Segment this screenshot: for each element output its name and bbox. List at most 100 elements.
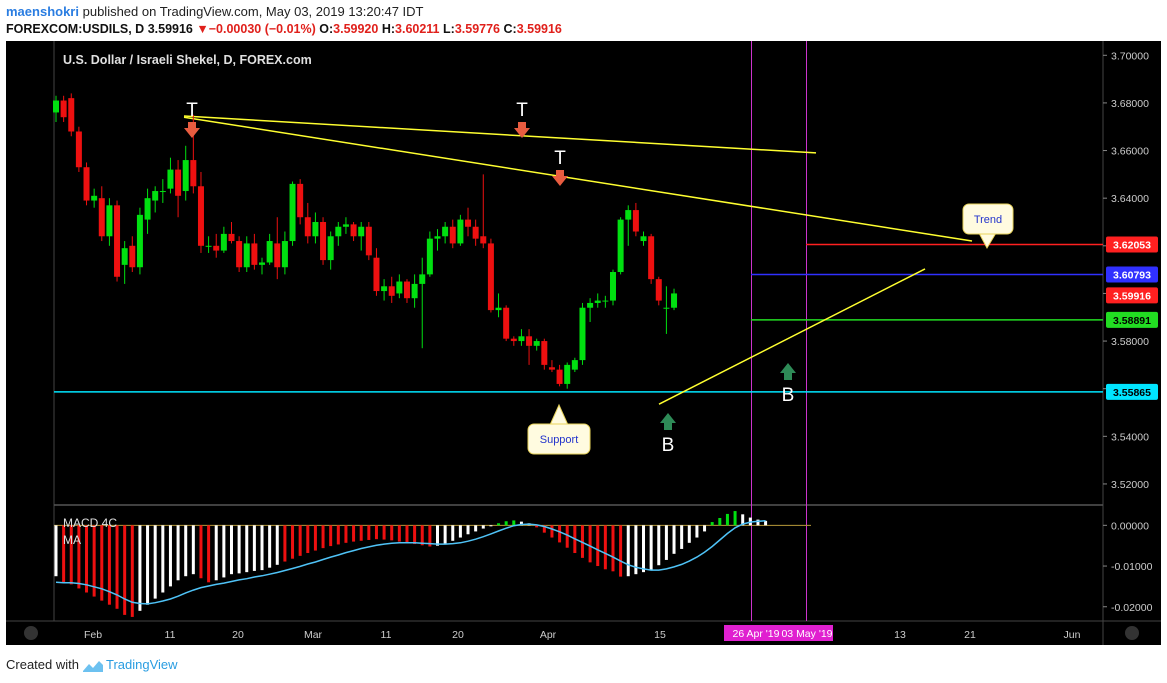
candle-body xyxy=(655,279,662,301)
macd-histogram-bar xyxy=(146,525,150,605)
macd-histogram-bar xyxy=(321,525,325,549)
macd-histogram-bar xyxy=(77,525,81,589)
candle-body xyxy=(556,369,563,384)
macd-histogram-bar xyxy=(428,525,432,547)
support-callout-box xyxy=(527,423,591,455)
macd-histogram-bar xyxy=(413,525,417,545)
upper-trend-line xyxy=(183,115,817,154)
candle-body xyxy=(121,248,128,265)
candle-body xyxy=(304,217,311,237)
change-arrow-icon: ▼ xyxy=(196,22,209,36)
symbol-name: FOREXCOM:USDILS, D xyxy=(6,22,145,36)
macd-histogram-bar xyxy=(405,525,409,543)
candle-body xyxy=(220,233,227,251)
footer: Created with TradingView xyxy=(6,657,178,673)
candle-body xyxy=(259,262,266,265)
macd-histogram-bar xyxy=(214,525,218,581)
macd-histogram-bar xyxy=(710,522,714,526)
macd-histogram-bar xyxy=(725,513,729,526)
date-highlight-label: 03 May '19 xyxy=(781,628,832,640)
top-marker-label: T xyxy=(186,100,198,121)
candle-body xyxy=(381,286,388,292)
time-tick-label: Jun xyxy=(1064,629,1081,641)
macd-histogram-bar xyxy=(344,525,348,543)
candle-body xyxy=(510,338,517,342)
macd-histogram-bar xyxy=(123,525,127,615)
macd-histogram-bar xyxy=(481,525,485,529)
macd-histogram-bar xyxy=(550,525,554,538)
macd-histogram-bar xyxy=(62,525,66,583)
macd-histogram-bar xyxy=(542,525,546,533)
candle-body xyxy=(358,226,365,237)
macd-histogram-bar xyxy=(458,525,462,538)
macd-tick-label: 0.00000 xyxy=(1111,520,1149,532)
macd-histogram-bar xyxy=(85,525,89,593)
close-value: 3.59916 xyxy=(516,22,562,36)
candle-body xyxy=(518,336,525,342)
macd-histogram-bar xyxy=(596,525,600,567)
macd-histogram-bar xyxy=(695,525,699,538)
macd-histogram-bar xyxy=(756,519,760,526)
price-tick-label: 3.64000 xyxy=(1111,193,1149,205)
candle-body xyxy=(190,160,197,187)
macd-histogram-bar xyxy=(634,525,638,575)
date-highlight-label: 26 Apr '19 xyxy=(733,628,780,640)
macd-histogram-bar xyxy=(374,525,378,540)
candle-body xyxy=(152,191,159,201)
time-tick-label: Feb xyxy=(84,629,102,641)
top-marker-label: T xyxy=(554,148,566,169)
candle-body xyxy=(503,307,510,339)
macd-histogram-bar xyxy=(245,525,249,573)
last-price: 3.59916 xyxy=(147,22,193,36)
macd-histogram-bar xyxy=(252,525,256,571)
price-chart-svg[interactable]: U.S. Dollar / Israeli Shekel, D, FOREX.c… xyxy=(6,41,1161,645)
macd-histogram-bar xyxy=(229,525,233,575)
candle-body xyxy=(197,186,204,246)
price-level-tag xyxy=(1106,383,1158,400)
candle-body xyxy=(75,131,82,168)
macd-histogram-bar xyxy=(390,525,394,541)
candle-body xyxy=(114,205,121,277)
candle-body xyxy=(587,302,594,308)
macd-histogram-bar xyxy=(741,514,745,526)
macd-histogram-bar xyxy=(268,525,272,568)
macd-histogram-bar xyxy=(168,525,172,587)
candle-body xyxy=(602,300,609,302)
tradingview-brand[interactable]: TradingView xyxy=(105,657,178,672)
chart-area[interactable]: U.S. Dollar / Israeli Shekel, D, FOREX.c… xyxy=(6,41,1161,645)
time-tick-label: 20 xyxy=(232,629,244,641)
candle-body xyxy=(182,160,189,192)
price-level-tag xyxy=(1106,311,1158,328)
candle-body xyxy=(564,364,571,384)
candle-body xyxy=(205,245,212,247)
price-level-tag xyxy=(1106,266,1158,283)
candle-body xyxy=(533,341,540,346)
macd-histogram-bar xyxy=(672,525,676,554)
support-callout-label: Support xyxy=(540,434,579,446)
candle-body xyxy=(251,243,258,265)
macd-histogram-bar xyxy=(352,525,356,542)
macd-histogram-bar xyxy=(69,525,73,585)
candle-body xyxy=(495,307,502,311)
macd-histogram-bar xyxy=(291,525,295,559)
macd-histogram-bar xyxy=(298,525,302,556)
candle-body xyxy=(144,198,151,220)
macd-histogram-bar xyxy=(558,525,562,543)
price-tick-label: 3.54000 xyxy=(1111,431,1149,443)
macd-histogram-bar xyxy=(436,525,439,546)
macd-histogram-bar xyxy=(420,525,424,546)
macd-histogram-bar xyxy=(130,525,134,617)
macd-histogram-bar xyxy=(237,525,241,574)
candle-body xyxy=(274,243,281,268)
candle-body xyxy=(213,245,220,251)
price-tick-label: 3.68000 xyxy=(1111,98,1149,110)
macd-histogram-bar xyxy=(107,525,111,605)
macd-histogram-bar xyxy=(565,525,569,548)
candle-body xyxy=(266,241,273,263)
candle-body xyxy=(465,219,472,227)
down-arrow-icon xyxy=(184,122,200,138)
candle-body xyxy=(449,226,456,244)
macd-histogram-bar xyxy=(718,517,722,526)
author-link[interactable]: maenshokri xyxy=(6,4,79,19)
macd-histogram-bar xyxy=(138,525,142,611)
